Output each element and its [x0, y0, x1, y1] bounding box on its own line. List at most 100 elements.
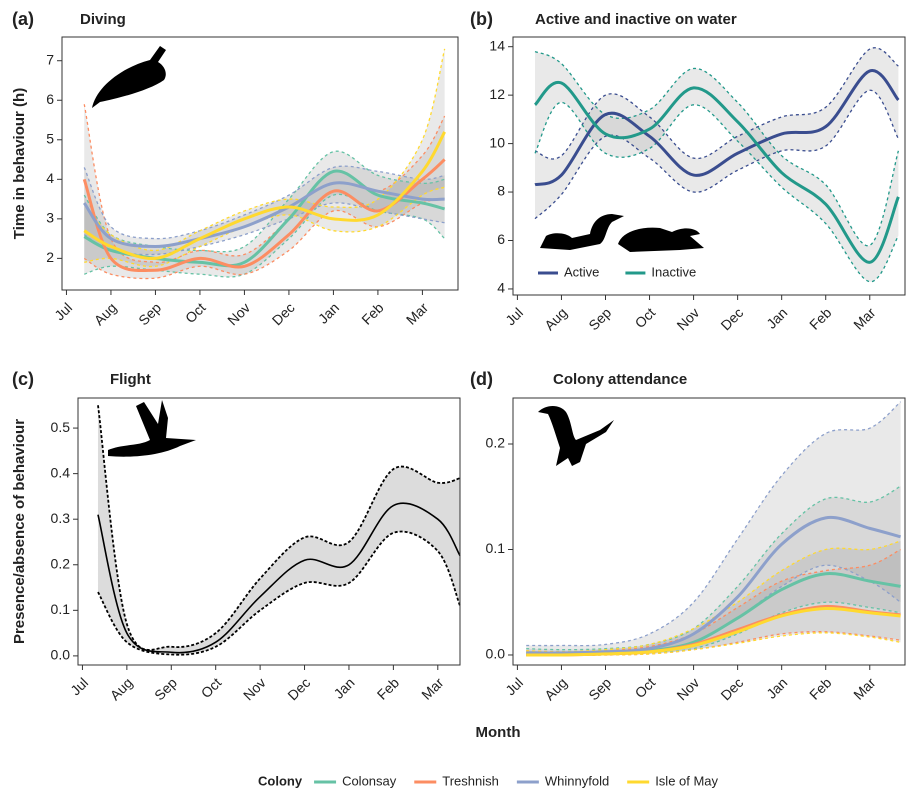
x-tick-label: Nov — [240, 674, 269, 703]
band-edge — [97, 405, 461, 651]
x-tick-label: Jan — [763, 304, 790, 331]
y-tick-label: 4 — [497, 280, 505, 296]
x-tick-label: Dec — [717, 674, 746, 703]
y-axis-title: Presence/absence of behaviour — [11, 419, 28, 644]
confidence-band — [97, 405, 461, 655]
x-tick-label: Jul — [502, 304, 526, 328]
legend-label: Treshnish — [442, 773, 499, 788]
y-tick-label: 2 — [46, 249, 54, 265]
panel-frame — [61, 36, 459, 291]
bird-resting — [540, 214, 704, 252]
x-tick-label: Sep — [135, 299, 164, 328]
panel-label: (a) — [12, 9, 34, 29]
panel-title: Diving — [80, 11, 126, 28]
panel-frame — [512, 36, 906, 296]
bird-icons — [92, 46, 704, 466]
plot-area — [533, 47, 900, 283]
panel-title: Active and inactive on water — [535, 11, 737, 28]
legend-label: Active — [564, 264, 599, 279]
y-tick-label: 0.0 — [486, 646, 506, 662]
x-tick-label: Sep — [585, 304, 614, 333]
panel: (a) Diving Time in behaviour (h) 2 3 4 5 6 7 Jul A… — [11, 9, 459, 328]
x-tick-label: Jul — [502, 674, 526, 698]
x-tick-label: Aug — [107, 674, 136, 703]
confidence-band — [526, 541, 901, 656]
x-tick-label: Jan — [315, 299, 342, 326]
panel-label: (c) — [12, 369, 34, 389]
legend-label: Isle of May — [655, 773, 718, 788]
x-tick-label: Sep — [585, 674, 614, 703]
band-edge — [83, 150, 445, 253]
bird-diving — [92, 46, 166, 108]
y-tick-label: 4 — [46, 170, 54, 186]
band-edge — [83, 165, 445, 240]
x-tick-label: Nov — [224, 299, 253, 328]
y-tick-label: 0.2 — [51, 555, 71, 571]
y-tick-label: 0.2 — [486, 435, 506, 451]
y-tick-label: 0.1 — [486, 540, 506, 556]
x-tick-label: Jan — [763, 674, 790, 701]
x-tick-label: Nov — [673, 304, 702, 333]
y-tick-label: 8 — [497, 183, 505, 199]
y-tick-label: 5 — [46, 130, 54, 146]
x-tick-label: Jul — [67, 674, 91, 698]
legend-label: Inactive — [651, 264, 696, 279]
x-tick-label: Mar — [418, 674, 447, 703]
series-line — [534, 69, 900, 187]
panel: (b) Active and inactive on water 4 6 8 10 12 14… — [470, 9, 906, 333]
y-tick-label: 0.0 — [51, 647, 71, 663]
x-tick-label: Nov — [673, 674, 702, 703]
y-axis-title: Time in behaviour (h) — [11, 88, 28, 239]
y-tick-label: 0.3 — [51, 510, 71, 526]
plot-area — [97, 405, 461, 656]
band-edge — [84, 193, 446, 278]
x-tick-label: Dec — [717, 304, 746, 333]
y-tick-label: 6 — [497, 231, 505, 247]
x-tick-label: Oct — [182, 299, 209, 326]
x-tick-label: Oct — [632, 304, 659, 331]
x-tick-label: Aug — [91, 299, 120, 328]
x-tick-label: Dec — [269, 299, 298, 328]
y-tick-label: 0.4 — [51, 464, 71, 480]
panel-frame — [77, 397, 461, 666]
x-tick-label: Sep — [151, 674, 180, 703]
band-edge — [83, 202, 445, 256]
panel-frame — [512, 397, 906, 666]
series-line — [526, 607, 901, 657]
confidence-band — [535, 47, 899, 219]
y-tick-label: 12 — [489, 86, 505, 102]
y-tick-label: 7 — [46, 51, 54, 67]
panel-label: (d) — [470, 369, 493, 389]
panel-title: Flight — [110, 371, 151, 388]
series-line — [533, 80, 900, 264]
y-tick-label: 0.1 — [51, 601, 71, 617]
band-edge — [526, 485, 901, 651]
x-tick-label: Jul — [51, 299, 75, 323]
panel: (d) Colony attendance 0.0 0.1 0.2 Jul Aug Sep Oc… — [470, 369, 906, 703]
band-edge — [534, 89, 899, 220]
y-tick-label: 6 — [46, 91, 54, 107]
band-edge — [97, 530, 461, 656]
band-edge — [526, 401, 902, 647]
series-line — [526, 515, 901, 655]
series-line — [83, 131, 446, 260]
legend-title: Colony — [258, 773, 303, 788]
x-tick-label: Aug — [541, 674, 570, 703]
panel-title: Colony attendance — [553, 371, 687, 388]
confidence-band — [84, 151, 445, 277]
bird-flying — [108, 400, 196, 457]
panel-label: (b) — [470, 9, 493, 29]
confidence-band — [526, 401, 901, 654]
x-tick-label: Jan — [330, 674, 357, 701]
x-tick-label: Aug — [541, 304, 570, 333]
x-tick-label: Feb — [806, 674, 835, 703]
x-tick-label: Oct — [198, 674, 225, 701]
panel: (c) Flight Presence/absence of behaviour 0.… — [11, 369, 461, 703]
plot-area — [82, 48, 446, 280]
x-tick-label: Dec — [284, 674, 313, 703]
band-edge — [534, 101, 899, 283]
band-edge — [83, 104, 446, 264]
confidence-band — [526, 549, 901, 656]
confidence-band — [526, 486, 901, 656]
